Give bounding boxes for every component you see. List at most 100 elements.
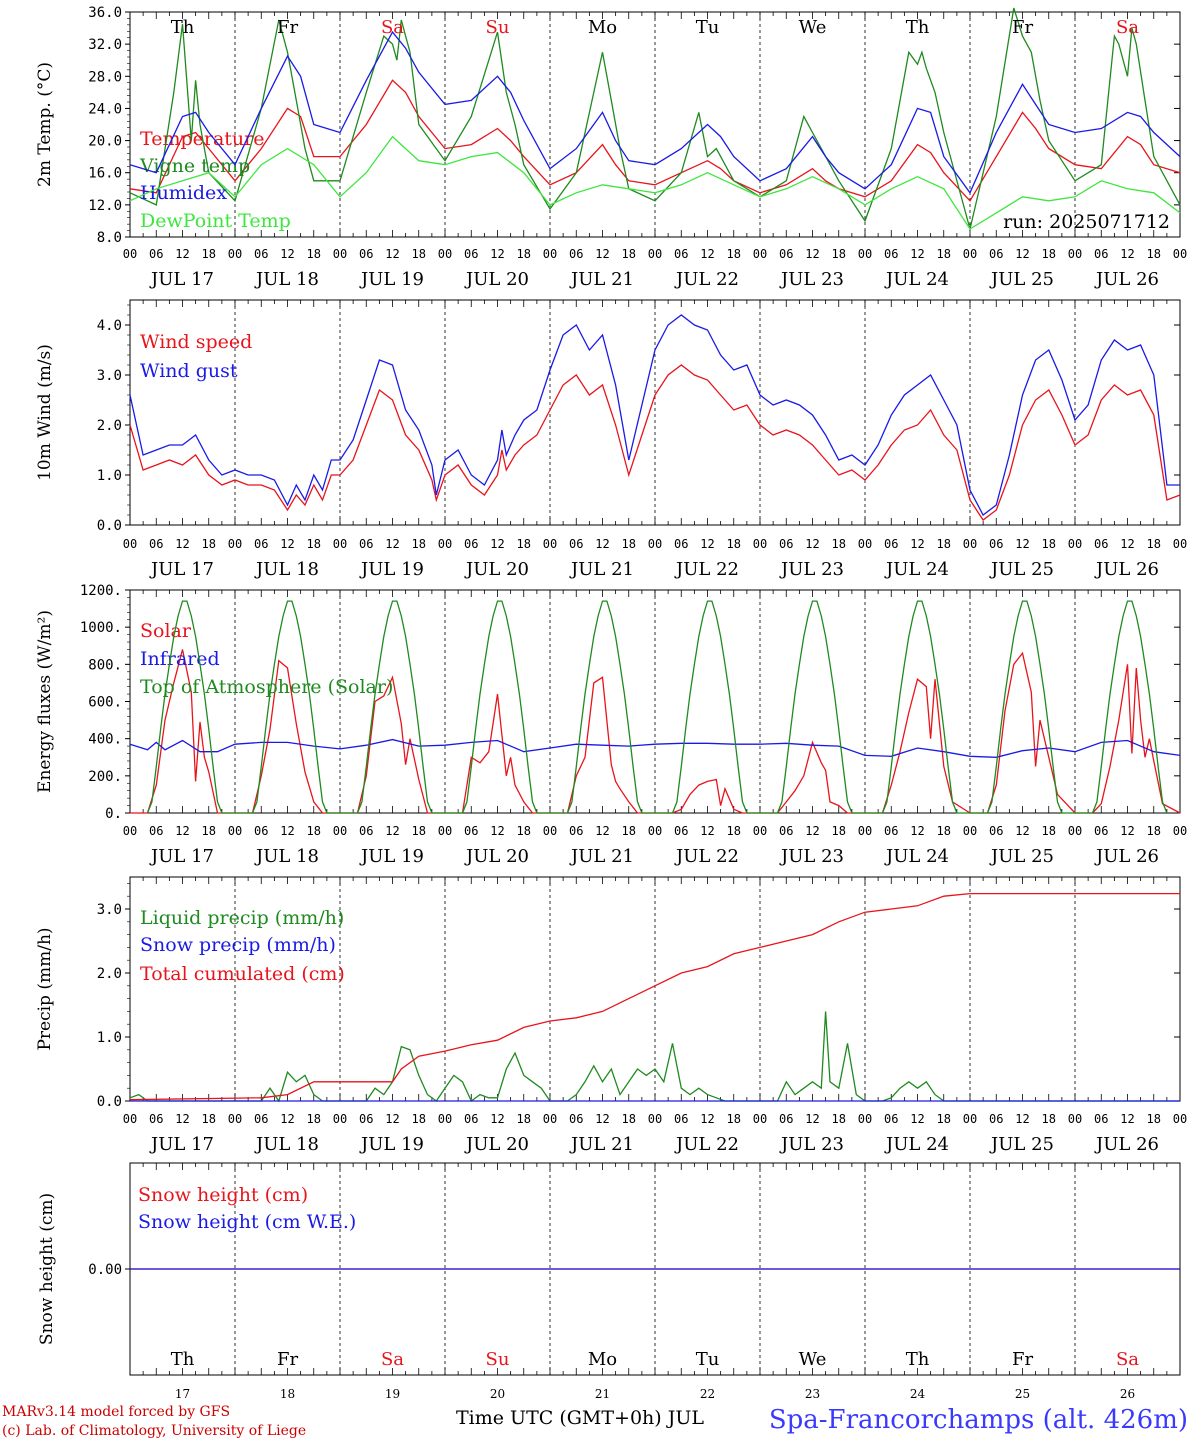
- hour-label: 00: [648, 824, 662, 838]
- hour-label: 00: [228, 537, 242, 551]
- hour-label: 00: [543, 537, 557, 551]
- hour-label: 00: [963, 824, 977, 838]
- hour-label: 12: [385, 824, 399, 838]
- day-label: Sa: [381, 1349, 404, 1370]
- plot-frame: [129, 299, 1181, 526]
- hour-label: 12: [910, 247, 924, 261]
- hour-label: 00: [858, 1112, 872, 1126]
- day-label: Sa: [381, 17, 404, 38]
- y-tick-label: 0.0: [97, 518, 122, 534]
- hour-label: 06: [1094, 1112, 1108, 1126]
- panels: 8.0 12.0 16.0 20.0 24.0 28.0 32.0 36.0 2m Temp. …: [35, 5, 1187, 1401]
- hour-label: 12: [385, 1112, 399, 1126]
- y-tick-label: 0.00: [88, 1262, 122, 1278]
- hour-label: 18: [832, 1112, 846, 1126]
- hour-label: 12: [490, 537, 504, 551]
- hour-label: 00: [123, 824, 137, 838]
- hour-label: 06: [989, 537, 1003, 551]
- day-label: Th: [906, 17, 930, 38]
- hour-label: 18: [622, 824, 636, 838]
- day-label: Fr: [1012, 17, 1033, 38]
- hour-label: 06: [569, 537, 583, 551]
- y-tick-label: 8.0: [97, 230, 122, 246]
- hour-label: 00: [753, 247, 767, 261]
- date-label: JUL 21: [569, 269, 634, 290]
- hour-label: 12: [280, 1112, 294, 1126]
- hour-label: 18: [307, 1112, 321, 1126]
- hour-label: 06: [1094, 824, 1108, 838]
- hour-label: 18: [727, 1112, 741, 1126]
- y-axis-label: Snow height (cm): [37, 1193, 57, 1345]
- y-tick-label: 28.0: [88, 69, 122, 85]
- date-label: JUL 19: [359, 559, 424, 580]
- hour-label: 12: [700, 824, 714, 838]
- legend-entry: Wind speed: [140, 331, 252, 353]
- date-label: JUL 24: [884, 1134, 949, 1155]
- hour-label: 00: [858, 537, 872, 551]
- hour-label: 00: [753, 1112, 767, 1126]
- y-tick-label: 3.0: [97, 902, 122, 918]
- legend-entry: Snow height (cm W.E.): [138, 1211, 356, 1233]
- hour-label: 06: [359, 1112, 373, 1126]
- date-label: JUL 22: [674, 269, 739, 290]
- day-label: Su: [486, 17, 510, 38]
- date-label: JUL 19: [359, 269, 424, 290]
- hour-label: 06: [884, 247, 898, 261]
- legend-entry: Vigne temp: [139, 155, 250, 177]
- hour-label: 12: [175, 247, 189, 261]
- credit-line-1: MARv3.14 model forced by GFS: [2, 1404, 230, 1420]
- date-label: JUL 23: [779, 559, 844, 580]
- hour-label: 12: [1120, 1112, 1134, 1126]
- hour-label: 12: [700, 247, 714, 261]
- hour-label: 06: [779, 247, 793, 261]
- plot-frame: [129, 589, 1181, 814]
- hour-label: 06: [674, 247, 688, 261]
- hour-label: 06: [989, 1112, 1003, 1126]
- hour-label: 12: [385, 537, 399, 551]
- station-name: Spa-Francorchamps (alt. 426m): [769, 1405, 1188, 1435]
- hour-label: 06: [884, 537, 898, 551]
- legend-entry: Infrared: [140, 648, 220, 670]
- day-label: Tu: [696, 1349, 720, 1370]
- hour-label: 06: [674, 1112, 688, 1126]
- hour-label: 18: [727, 537, 741, 551]
- hour-label: 12: [595, 537, 609, 551]
- hour-label: 18: [412, 824, 426, 838]
- hour-label: 12: [280, 247, 294, 261]
- date-label: JUL 26: [1094, 1134, 1159, 1155]
- y-axis-label: 2m Temp. (°C): [35, 62, 55, 187]
- series-line: [129, 79, 1181, 202]
- date-label: JUL 18: [254, 1134, 319, 1155]
- hour-label: 06: [569, 247, 583, 261]
- date-label: JUL 21: [569, 559, 634, 580]
- hour-label: 12: [280, 824, 294, 838]
- hour-label: 18: [622, 247, 636, 261]
- hour-label: 18: [1147, 537, 1161, 551]
- date-label: JUL 19: [359, 1134, 424, 1155]
- hour-label: 06: [149, 247, 163, 261]
- hour-label: 06: [569, 824, 583, 838]
- date-label: JUL 17: [149, 846, 214, 867]
- date-label: JUL 24: [884, 559, 949, 580]
- legend-entry: Humidex: [140, 182, 227, 204]
- hour-label: 06: [569, 1112, 583, 1126]
- y-tick-label: 3.0: [97, 368, 122, 384]
- hour-label: 00: [1173, 247, 1187, 261]
- hour-label: 18: [937, 824, 951, 838]
- footer-day-number: 18: [280, 1387, 295, 1401]
- hour-label: 00: [648, 537, 662, 551]
- y-axis-label: 10m Wind (m/s): [35, 344, 55, 481]
- hour-label: 00: [228, 824, 242, 838]
- hour-label: 06: [149, 824, 163, 838]
- hour-label: 00: [543, 1112, 557, 1126]
- hour-label: 06: [989, 824, 1003, 838]
- panel-2: 0.0 1.0 2.0 3.0 4.0 10m Wind (m/s) Wind speed W…: [35, 299, 1187, 580]
- hour-label: 00: [963, 537, 977, 551]
- hour-label: 12: [175, 824, 189, 838]
- day-label: Mo: [588, 1349, 617, 1370]
- hour-label: 18: [1042, 1112, 1056, 1126]
- hour-label: 18: [517, 1112, 531, 1126]
- hour-label: 12: [595, 824, 609, 838]
- panel-5: 0.00 Snow height (cm) Snow height (cm) Snow…: [37, 1162, 1181, 1401]
- hour-label: 00: [438, 824, 452, 838]
